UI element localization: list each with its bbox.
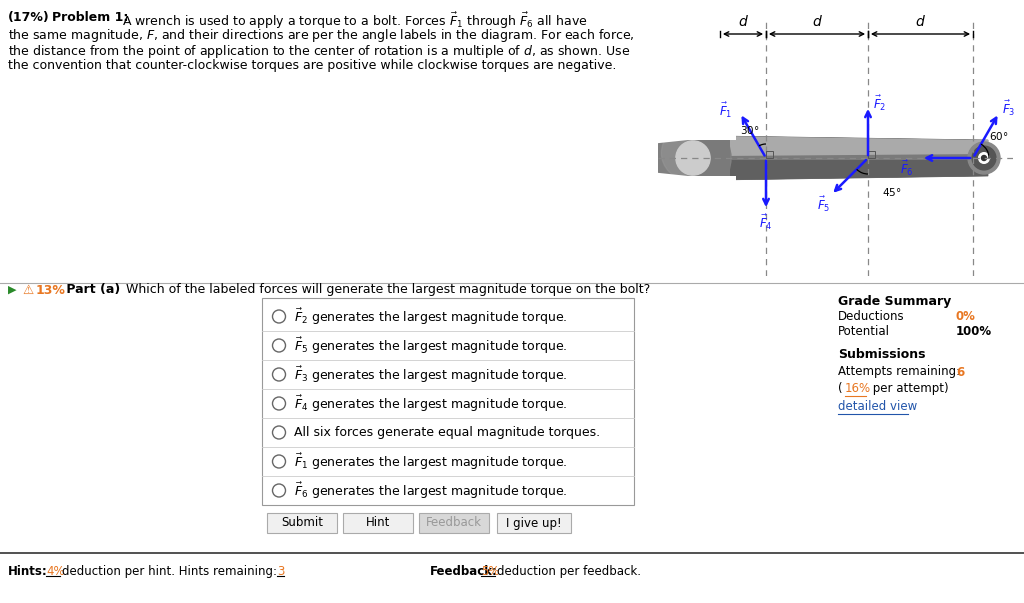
Text: $\vec{F}_3$: $\vec{F}_3$	[1002, 98, 1016, 118]
Text: Hint: Hint	[366, 517, 390, 529]
Text: deduction per feedback.: deduction per feedback.	[497, 565, 641, 578]
Text: 5%: 5%	[481, 565, 500, 578]
Circle shape	[968, 142, 1000, 174]
Bar	[766, 151, 773, 158]
Polygon shape	[650, 115, 736, 144]
Text: Part (a): Part (a)	[62, 283, 120, 297]
Circle shape	[981, 156, 986, 160]
Text: 4%: 4%	[46, 565, 65, 578]
Text: $\vec{F}_2$ generates the largest magnitude torque.: $\vec{F}_2$ generates the largest magnit…	[294, 306, 567, 327]
Text: $d$: $d$	[915, 14, 926, 29]
Text: ▶: ▶	[8, 285, 16, 295]
Text: Submissions: Submissions	[838, 347, 926, 361]
Text: 3: 3	[278, 565, 285, 578]
Text: Which of the labeled forces will generate the largest magnitude torque on the bo: Which of the labeled forces will generat…	[118, 283, 650, 297]
Text: $45°$: $45°$	[883, 186, 902, 198]
Text: $\vec{F}_5$: $\vec{F}_5$	[816, 195, 829, 214]
Text: per attempt): per attempt)	[869, 382, 948, 395]
Polygon shape	[720, 136, 988, 180]
Text: the convention that counter-clockwise torques are positive while clockwise torqu: the convention that counter-clockwise to…	[8, 59, 616, 72]
Text: $\vec{F}_6$ generates the largest magnitude torque.: $\vec{F}_6$ generates the largest magnit…	[294, 481, 567, 500]
Text: (: (	[838, 382, 843, 395]
Polygon shape	[693, 136, 730, 180]
Circle shape	[676, 141, 710, 175]
Text: Potential: Potential	[838, 325, 890, 338]
Circle shape	[662, 127, 715, 180]
Text: 16%: 16%	[845, 382, 871, 395]
Circle shape	[972, 146, 996, 170]
Polygon shape	[650, 172, 736, 201]
Bar	[343, 513, 413, 533]
Text: $\vec{F}_6$: $\vec{F}_6$	[900, 159, 913, 177]
Text: 13%: 13%	[36, 283, 66, 297]
Text: Deductions: Deductions	[838, 310, 904, 323]
Text: the same magnitude, $F$, and their directions are per the angle labels in the di: the same magnitude, $F$, and their direc…	[8, 27, 635, 44]
Bar	[497, 513, 571, 533]
Bar	[262, 298, 634, 505]
Text: ⚠: ⚠	[22, 283, 33, 297]
Text: Feedback:: Feedback:	[430, 565, 498, 578]
Text: $\vec{F}_5$ generates the largest magnitude torque.: $\vec{F}_5$ generates the largest magnit…	[294, 335, 567, 356]
Text: $\vec{F}_3$ generates the largest magnitude torque.: $\vec{F}_3$ generates the largest magnit…	[294, 364, 567, 385]
Text: (17%): (17%)	[8, 11, 50, 24]
Text: detailed view: detailed view	[838, 400, 918, 413]
Text: deduction per hint. Hints remaining:: deduction per hint. Hints remaining:	[62, 565, 278, 578]
Text: Attempts remaining:: Attempts remaining:	[838, 365, 961, 379]
Text: $\vec{F}_1$ generates the largest magnitude torque.: $\vec{F}_1$ generates the largest magnit…	[294, 452, 567, 472]
Text: 100%: 100%	[956, 325, 992, 338]
Text: $\vec{F}_2$: $\vec{F}_2$	[873, 93, 887, 113]
Polygon shape	[720, 160, 988, 180]
Polygon shape	[720, 136, 988, 156]
Text: Grade Summary: Grade Summary	[838, 295, 951, 308]
Text: A wrench is used to apply a torque to a bolt. Forces $\vec{F}_1$ through $\vec{F: A wrench is used to apply a torque to a …	[122, 11, 588, 31]
Circle shape	[655, 120, 731, 196]
Text: Feedback: Feedback	[426, 517, 482, 529]
Text: 6: 6	[956, 365, 965, 379]
Bar	[419, 513, 489, 533]
Text: 0%: 0%	[956, 310, 976, 323]
Text: Submit: Submit	[281, 517, 323, 529]
Text: $d$: $d$	[812, 14, 822, 29]
Text: Hints:: Hints:	[8, 565, 48, 578]
Text: Problem 1:: Problem 1:	[52, 11, 128, 24]
Text: $30°$: $30°$	[740, 124, 760, 136]
Bar	[868, 151, 874, 158]
Text: $\vec{F}_1$: $\vec{F}_1$	[719, 101, 733, 119]
Circle shape	[979, 153, 989, 163]
Bar	[267, 513, 337, 533]
Text: $\vec{F}_4$ generates the largest magnitude torque.: $\vec{F}_4$ generates the largest magnit…	[294, 393, 567, 414]
Text: I give up!: I give up!	[506, 517, 562, 529]
Text: the distance from the point of application to the center of rotation is a multip: the distance from the point of applicati…	[8, 43, 630, 60]
Text: $\vec{F}_4$: $\vec{F}_4$	[759, 212, 773, 232]
Text: $60°$: $60°$	[989, 130, 1009, 142]
Text: $d$: $d$	[737, 14, 749, 29]
Text: All six forces generate equal magnitude torques.: All six forces generate equal magnitude …	[294, 426, 600, 439]
